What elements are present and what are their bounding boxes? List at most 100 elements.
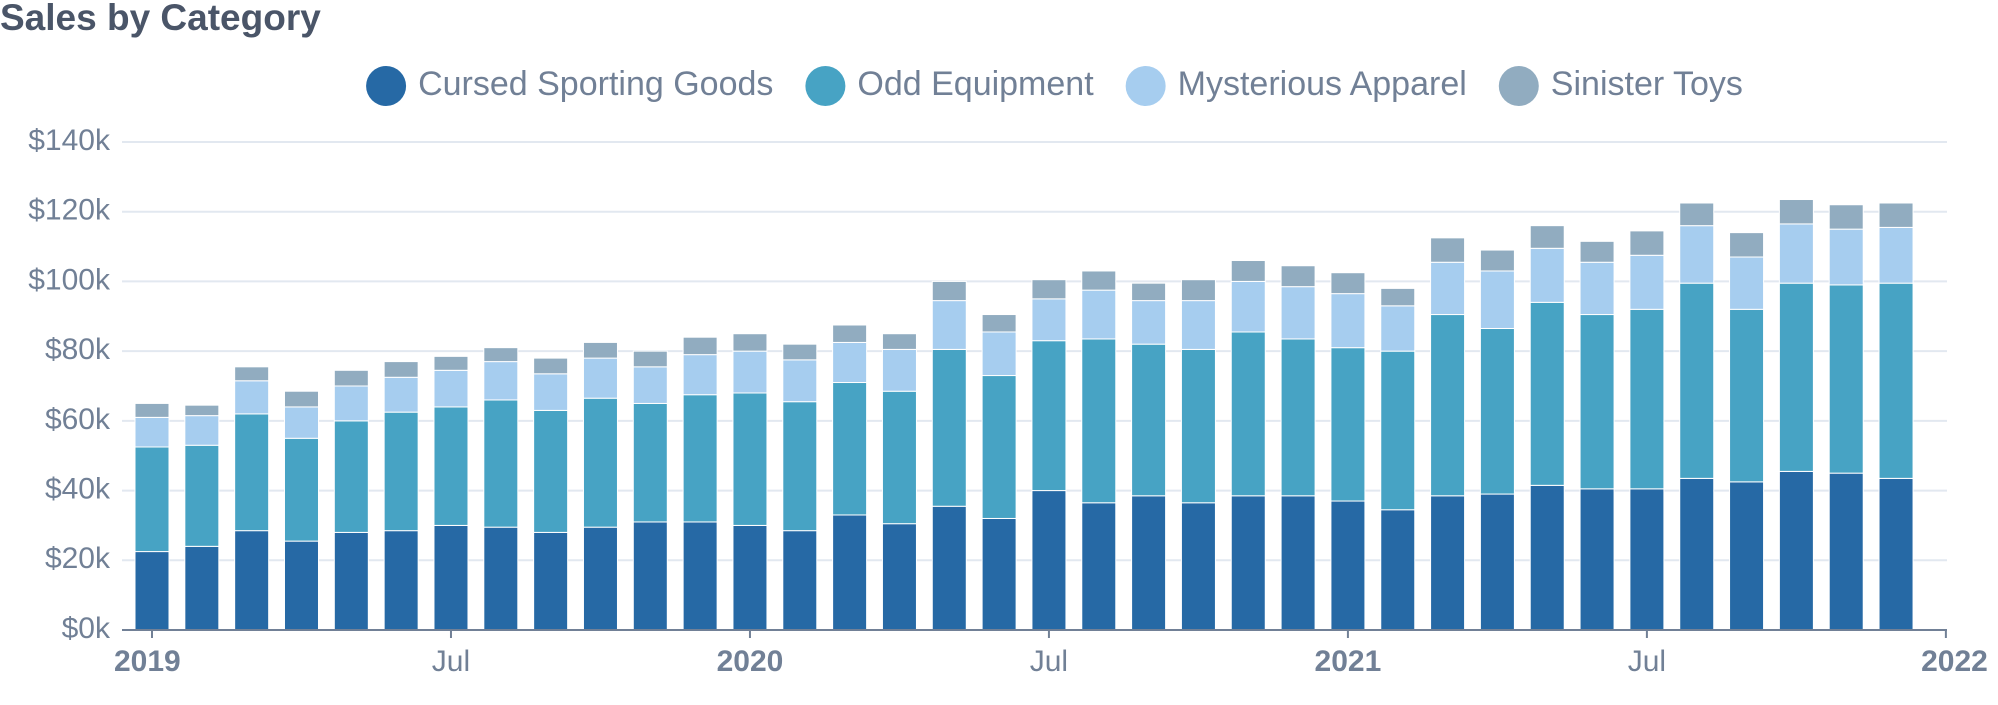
bar-segment	[782, 530, 818, 631]
bar-segment	[1081, 270, 1117, 291]
bar-segment	[1180, 502, 1216, 631]
bar-segment	[333, 420, 369, 533]
bar-segment	[632, 366, 668, 404]
bar-segment	[1031, 490, 1067, 631]
bar-segment	[1280, 338, 1316, 497]
bar-segment	[1081, 289, 1117, 340]
legend-item[interactable]: Odd Equipment	[805, 65, 1094, 106]
bar-segment	[1878, 226, 1914, 284]
bar-segment	[1230, 280, 1266, 333]
bar-segment	[134, 402, 170, 418]
bar-segment	[1330, 272, 1366, 295]
bar-segment	[184, 415, 220, 446]
bar-segment	[931, 280, 967, 302]
bar-segment	[1180, 348, 1216, 504]
bar-segment	[1679, 282, 1715, 479]
bar-segment	[1330, 293, 1366, 349]
y-tick-label: $140k	[28, 124, 111, 157]
bar-segment	[134, 446, 170, 553]
bar-segment	[1230, 331, 1266, 497]
legend-label: Sinister Toys	[1551, 65, 1743, 103]
bar-segment	[1330, 347, 1366, 502]
bar-segment	[782, 359, 818, 403]
bar-segment	[1679, 225, 1715, 284]
bar-segment	[1778, 282, 1814, 472]
bar-segment	[632, 350, 668, 368]
legend-label: Mysterious Apparel	[1178, 65, 1467, 103]
bar-segment	[931, 505, 967, 631]
y-tick-label: $20k	[45, 542, 111, 575]
bar-segment	[283, 390, 319, 408]
bar-segment	[1380, 305, 1416, 352]
x-tick-label: Jul	[432, 645, 470, 678]
bar-segment	[283, 540, 319, 631]
bar-segment	[881, 390, 917, 525]
bar-segment	[682, 521, 718, 631]
bar-segment	[732, 333, 768, 352]
bar-segment	[1479, 493, 1515, 631]
bar-segment	[1280, 265, 1316, 288]
bar-segment	[931, 348, 967, 507]
bar-segment	[1430, 261, 1466, 316]
legend-item[interactable]: Mysterious Apparel	[1125, 65, 1467, 106]
bar-segment	[732, 524, 768, 631]
x-tick-label: Jul	[1628, 645, 1666, 678]
bar-segment	[1081, 502, 1117, 631]
bar-segment	[682, 336, 718, 356]
bar-segment	[931, 300, 967, 350]
bar-segment	[333, 531, 369, 631]
bar-segment	[1629, 308, 1665, 490]
legend-item[interactable]: Cursed Sporting Goods	[366, 65, 773, 106]
bar-segment	[383, 376, 419, 413]
bar-segment	[1031, 279, 1067, 300]
bar-segment	[1629, 254, 1665, 310]
bar-segment	[533, 409, 569, 533]
bar-segment	[283, 437, 319, 542]
bar-segment	[533, 373, 569, 411]
legend-swatch	[1125, 66, 1166, 106]
bar-segment	[1529, 301, 1565, 486]
bar-segment	[234, 366, 270, 382]
y-tick-label: $100k	[28, 263, 111, 296]
bar-segment	[632, 521, 668, 631]
legend-swatch	[1498, 66, 1539, 106]
bar-segment	[333, 369, 369, 387]
bar-segment	[1729, 232, 1765, 258]
bar-segment	[832, 514, 868, 631]
bar-segment	[1479, 249, 1515, 272]
legend-item[interactable]: Sinister Toys	[1498, 65, 1743, 106]
bar-segment	[1479, 270, 1515, 329]
bar-segment	[1230, 260, 1266, 282]
legend-label: Odd Equipment	[857, 65, 1094, 103]
bar-segment	[582, 341, 618, 359]
bar-segment	[1180, 279, 1216, 302]
bar-segment	[184, 404, 220, 417]
bar-segment	[1529, 247, 1565, 303]
bar-segment	[1031, 340, 1067, 492]
bar-segment	[433, 524, 469, 631]
bar-segment	[1778, 470, 1814, 631]
bar-segment	[1380, 287, 1416, 307]
bar-segment	[981, 375, 1017, 519]
bar-segment	[1729, 308, 1765, 483]
bar-segment	[682, 354, 718, 396]
bar-segment	[981, 331, 1017, 377]
bar-segment	[1878, 282, 1914, 479]
bar-segment	[1828, 228, 1864, 286]
legend-swatch	[366, 66, 407, 106]
y-tick-label: $60k	[45, 403, 111, 436]
bar-segment	[1081, 338, 1117, 504]
x-tick-label: 2021	[1315, 645, 1382, 678]
bar-segment	[1629, 488, 1665, 631]
bar-segment	[832, 324, 868, 343]
x-tick-label: 2019	[114, 645, 181, 678]
bar-segment	[184, 545, 220, 631]
bar-segment	[1031, 298, 1067, 342]
bar-segment	[632, 402, 668, 523]
bar-segment	[981, 517, 1017, 631]
bar-segment	[1529, 225, 1565, 249]
bar-segment	[782, 401, 818, 532]
bar-segment	[1180, 300, 1216, 350]
bar-segment	[1430, 495, 1466, 631]
bar-segment	[1330, 500, 1366, 631]
